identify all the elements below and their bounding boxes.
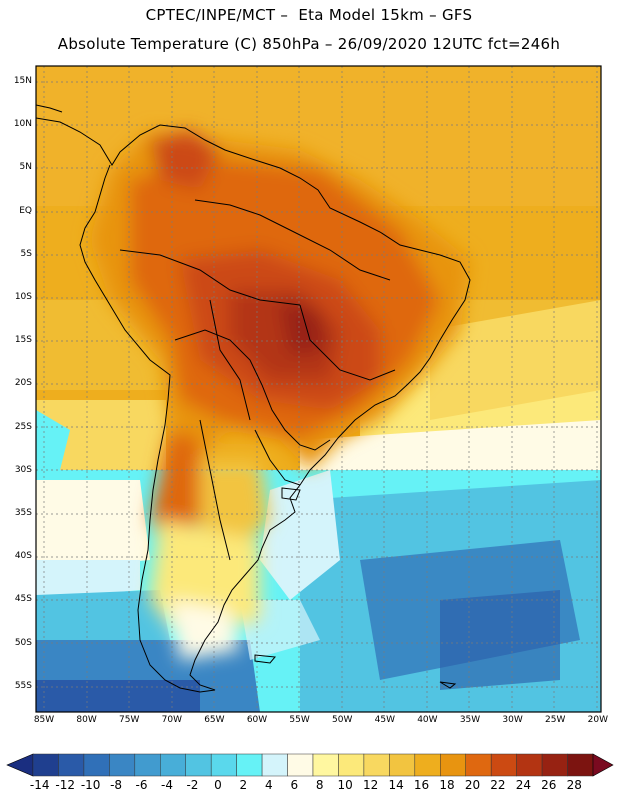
colorbar-tick-label: -6: [135, 778, 148, 792]
colorbar-tick-label: 10: [337, 778, 353, 792]
latitude-label: 15N: [13, 76, 32, 86]
colorbar-tick-label: 8: [315, 778, 324, 792]
colorbar-swatch: [210, 753, 237, 777]
colorbar-tick-label: 22: [490, 778, 506, 792]
longitude-label: 65W: [204, 715, 225, 725]
colorbar-tick-label: 4: [264, 778, 273, 792]
colorbar-swatch: [541, 753, 568, 777]
colorbar-tick-label: -8: [110, 778, 123, 792]
colorbar-high-extension: [592, 753, 614, 777]
colorbar-low-extension: [6, 753, 34, 777]
latitude-label: 15S: [14, 335, 32, 346]
latitude-label: 5N: [19, 162, 32, 173]
longitude-label: 20W: [587, 715, 608, 725]
colorbar-tick-label: 0: [214, 778, 222, 792]
map-title-line2: Absolute Temperature (C) 850hPa – 26/09/…: [57, 35, 561, 53]
latitude-label: 10S: [14, 292, 32, 302]
colorbar-swatch: [261, 753, 288, 777]
colorbar-swatch: [287, 753, 314, 777]
latitude-label: 45S: [14, 594, 32, 605]
colorbar-tick-label: -14: [29, 778, 50, 792]
longitude-label: 45W: [374, 715, 395, 725]
map-frame: [35, 65, 602, 713]
colorbar-swatch: [567, 753, 594, 777]
longitude-label: 60W: [246, 715, 268, 725]
colorbar-tick-label: 14: [388, 778, 404, 792]
colorbar-tick-label: -12: [55, 778, 75, 792]
latitude-label: 35S: [14, 508, 32, 518]
latitude-label: EQ: [19, 205, 32, 216]
colorbar-tick-label: 24: [515, 778, 531, 792]
longitude-label: 75W: [119, 715, 140, 725]
colorbar-swatch: [32, 753, 59, 777]
colorbar-swatch: [338, 753, 365, 777]
latitude-label: 55S: [14, 680, 32, 691]
coastlines: [36, 104, 471, 693]
colorbar-swatch: [185, 753, 212, 777]
longitude-label: 55W: [289, 715, 310, 725]
longitude-label: 85W: [33, 715, 55, 725]
map-title-line1: CPTEC/INPE/MCT – Eta Model 15km – GFS: [145, 6, 473, 24]
colorbar-tick-label: -2: [186, 778, 199, 792]
latitude-label: 5S: [20, 248, 32, 259]
colorbar-tick-label: -4: [161, 778, 173, 792]
temperature-field: [36, 66, 601, 712]
longitude-label: 70W: [161, 715, 182, 725]
longitude-label: 30W: [502, 715, 523, 725]
latitude-label: 10N: [13, 119, 32, 130]
latitude-label: 30S: [14, 464, 32, 475]
longitude-label: 40W: [417, 715, 438, 725]
colorbar-swatch: [389, 753, 416, 777]
colorbar-swatch: [58, 753, 85, 777]
colorbar-swatch: [414, 753, 441, 777]
latitude-label: 40S: [14, 551, 32, 562]
colorbar-swatch: [312, 753, 339, 777]
longitude-label: 50W: [332, 715, 353, 725]
colorbar-swatch: [109, 753, 136, 777]
longitude-label: 80W: [76, 715, 97, 725]
colorbar-swatch: [363, 753, 390, 777]
colorbar-tick-label: 18: [439, 778, 455, 792]
colorbar-swatch: [83, 753, 110, 777]
colorbar-tick-label: 26: [541, 778, 557, 792]
colorbar-tick-label: 2: [239, 778, 248, 792]
colorbar-swatch: [440, 753, 466, 777]
colorbar-tick-label: 20: [464, 778, 481, 792]
colorbar: [6, 753, 614, 777]
colorbar-swatch: [160, 753, 186, 777]
colorbar-tick-label: 12: [362, 778, 379, 792]
latitude-label: 20S: [14, 378, 32, 389]
colorbar-tick-label: 16: [413, 778, 430, 792]
colorbar-swatch: [465, 753, 492, 777]
longitude-label: 25W: [545, 715, 566, 725]
latitude-label: 25S: [14, 421, 32, 432]
graticule: [36, 66, 601, 712]
longitude-label: 35W: [459, 715, 481, 725]
colorbar-tick-label: 28: [566, 778, 582, 792]
latitude-label: 50S: [14, 637, 32, 648]
colorbar-swatch: [516, 753, 543, 777]
colorbar-tick-label: 6: [290, 778, 299, 792]
colorbar-swatch: [490, 753, 517, 777]
colorbar-swatch: [236, 753, 263, 777]
colorbar-swatch: [134, 753, 161, 777]
colorbar-tick-label: -10: [80, 778, 101, 792]
